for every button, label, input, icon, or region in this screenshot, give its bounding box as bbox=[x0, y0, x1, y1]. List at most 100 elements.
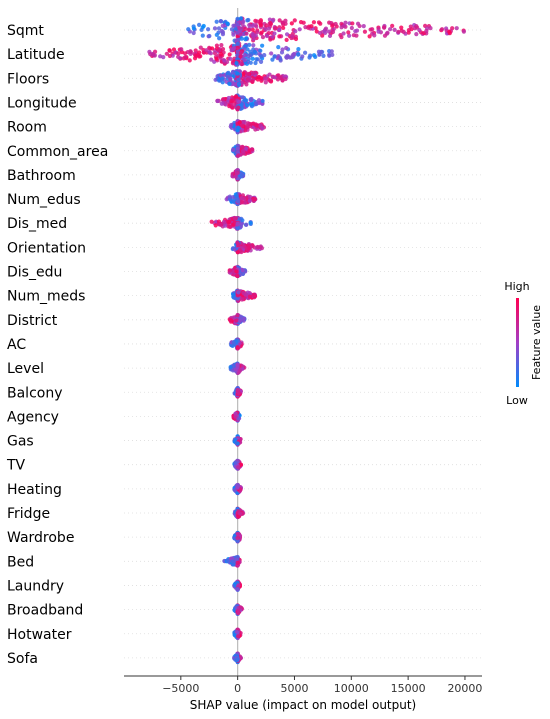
shap-point bbox=[417, 27, 422, 33]
shap-point bbox=[252, 292, 257, 298]
shap-point bbox=[280, 78, 285, 83]
shap-point bbox=[388, 27, 393, 32]
shap-point bbox=[221, 97, 226, 102]
shap-point bbox=[272, 31, 277, 36]
shap-point bbox=[355, 21, 361, 26]
shap-point bbox=[284, 32, 290, 37]
shap-point bbox=[264, 33, 270, 39]
feature-label: Level bbox=[7, 361, 44, 377]
shap-point bbox=[245, 71, 251, 77]
shap-point bbox=[235, 30, 240, 35]
shap-point bbox=[248, 53, 253, 58]
shap-point bbox=[241, 71, 246, 76]
feature-label: Hotwater bbox=[7, 627, 72, 643]
shap-point bbox=[227, 81, 232, 86]
shap-point bbox=[236, 514, 241, 519]
shap-point bbox=[235, 587, 240, 592]
shap-point bbox=[361, 24, 366, 29]
shap-point bbox=[240, 95, 245, 100]
feature-label: Floors bbox=[7, 71, 49, 87]
shap-point bbox=[237, 511, 243, 516]
shap-point bbox=[250, 31, 255, 36]
shap-point bbox=[241, 290, 246, 295]
shap-point bbox=[235, 41, 240, 46]
shap-point bbox=[225, 74, 230, 79]
shap-point bbox=[439, 27, 445, 32]
shap-point bbox=[271, 74, 276, 80]
shap-point bbox=[346, 30, 351, 35]
shap-point bbox=[312, 53, 317, 58]
shap-point bbox=[231, 340, 236, 345]
shap-point bbox=[247, 294, 253, 299]
feature-label: Broadband bbox=[7, 603, 83, 619]
shap-point bbox=[233, 94, 239, 99]
shap-point bbox=[225, 558, 230, 563]
shap-point bbox=[256, 98, 262, 103]
shap-point bbox=[246, 246, 252, 251]
shap-point bbox=[241, 19, 246, 24]
shap-point bbox=[239, 50, 244, 55]
shap-point bbox=[326, 29, 332, 34]
shap-point bbox=[239, 36, 244, 41]
shap-point bbox=[268, 21, 273, 26]
shap-point bbox=[236, 99, 241, 105]
shap-point bbox=[254, 123, 259, 128]
shap-point bbox=[454, 26, 459, 31]
shap-point bbox=[221, 219, 226, 225]
shap-point bbox=[236, 81, 241, 86]
shap-point bbox=[243, 26, 248, 32]
shap-point bbox=[234, 269, 239, 274]
colorbar-low-label: Low bbox=[506, 394, 528, 407]
shap-point bbox=[232, 216, 237, 221]
shap-point bbox=[284, 45, 289, 51]
shap-point bbox=[244, 31, 249, 36]
shap-point bbox=[343, 20, 348, 25]
shap-point bbox=[240, 268, 245, 273]
shap-point bbox=[235, 273, 240, 278]
feature-label: Bathroom bbox=[7, 168, 76, 184]
feature-label: Gas bbox=[7, 434, 34, 450]
shap-point bbox=[382, 25, 387, 30]
shap-point bbox=[414, 31, 419, 37]
x-axis: −5000 0 5000 10000 15000 20000 SHAP value (imp… bbox=[124, 675, 482, 712]
shap-point bbox=[330, 52, 335, 58]
shap-point bbox=[245, 121, 251, 126]
shap-point bbox=[200, 33, 205, 38]
shap-point bbox=[246, 17, 251, 23]
shap-point bbox=[235, 221, 240, 226]
shap-point bbox=[297, 27, 302, 32]
shap-point bbox=[296, 52, 301, 57]
x-tick-label: −5000 bbox=[162, 682, 199, 695]
shap-point bbox=[367, 34, 372, 39]
shap-point bbox=[235, 536, 240, 541]
shap-point bbox=[167, 53, 172, 59]
shap-point bbox=[250, 147, 255, 152]
shap-point bbox=[235, 49, 240, 54]
shap-point bbox=[235, 240, 240, 245]
shap-point bbox=[228, 318, 233, 323]
shap-point bbox=[243, 200, 248, 205]
colorbar-high-label: High bbox=[504, 280, 529, 293]
shap-point bbox=[258, 19, 263, 24]
shap-point bbox=[244, 146, 249, 151]
feature-label: Laundry bbox=[7, 578, 64, 594]
shap-point bbox=[214, 19, 219, 24]
shap-point bbox=[253, 127, 258, 132]
shap-point bbox=[258, 245, 263, 250]
shap-point bbox=[318, 21, 323, 26]
shap-point bbox=[267, 78, 273, 83]
shap-point bbox=[235, 250, 240, 255]
beeswarm-points bbox=[147, 16, 467, 665]
shap-point bbox=[266, 26, 272, 31]
shap-point bbox=[329, 49, 334, 54]
shap-point bbox=[247, 23, 252, 28]
shap-point bbox=[201, 23, 206, 29]
shap-point bbox=[262, 53, 267, 58]
shap-point bbox=[161, 55, 166, 60]
feature-label: Num_meds bbox=[7, 289, 85, 305]
shap-point bbox=[212, 26, 218, 31]
shap-point bbox=[235, 362, 240, 367]
shap-point bbox=[339, 35, 344, 40]
feature-label: Bed bbox=[7, 554, 34, 570]
shap-point bbox=[275, 77, 281, 82]
